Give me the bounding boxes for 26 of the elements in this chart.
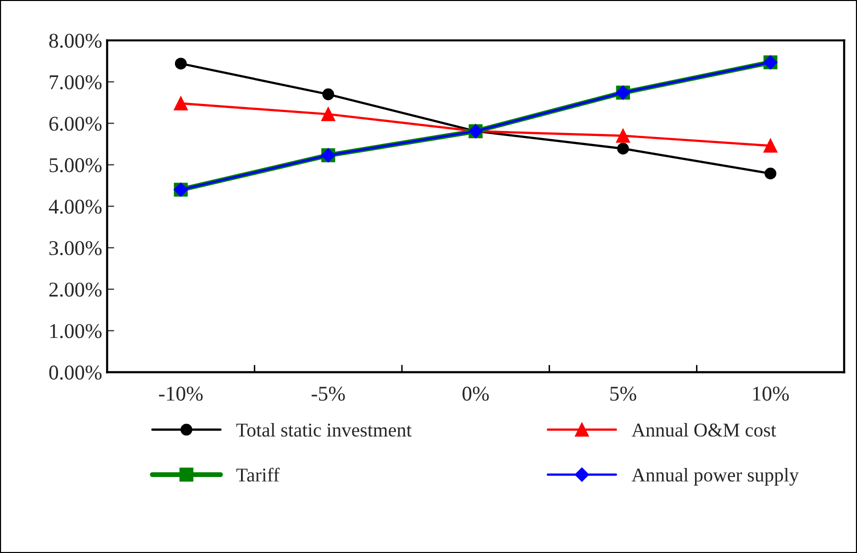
y-tick-label: 3.00%	[49, 241, 102, 256]
y-tick-label: 2.00%	[49, 282, 102, 297]
y-tick-label: 1.00%	[50, 324, 102, 338]
point	[764, 138, 778, 153]
point	[322, 88, 334, 100]
x-tick-label: 10%	[753, 386, 789, 401]
point	[616, 128, 630, 143]
legend-label: Annual O&M cost	[632, 422, 776, 437]
y-tick-label: 4.00%	[48, 200, 102, 214]
y-tick-label: 0.00%	[49, 366, 102, 380]
y-tick-label: 5.00%	[50, 158, 102, 172]
legend-label: Total static investment	[236, 422, 412, 437]
x-tick-label: 0%	[462, 386, 489, 401]
x-tick-label: 5%	[610, 386, 636, 401]
point	[174, 96, 188, 110]
x-tick-label: -5%	[312, 386, 345, 401]
point	[321, 107, 336, 122]
y-tick-label: 6.00%	[49, 116, 102, 131]
point	[174, 58, 187, 70]
legend-label: Tariff	[236, 468, 280, 482]
point	[617, 142, 629, 155]
point	[764, 168, 776, 180]
y-tick-label: 7.00%	[50, 75, 102, 90]
y-tick-label: 8.00%	[49, 34, 102, 48]
x-tick-label: -10%	[159, 386, 203, 401]
legend-label: Annual power supply	[632, 468, 799, 486]
